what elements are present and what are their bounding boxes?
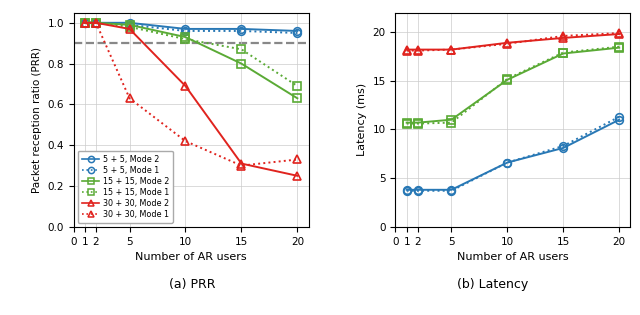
Legend: 5 + 5, Mode 2, 5 + 5, Mode 1, 15 + 15, Mode 2, 15 + 15, Mode 1, 30 + 30, Mode 2,: 5 + 5, Mode 2, 5 + 5, Mode 1, 15 + 15, M… bbox=[77, 151, 173, 223]
Y-axis label: Packet reception ratio (PRR): Packet reception ratio (PRR) bbox=[32, 47, 42, 193]
X-axis label: Number of AR users: Number of AR users bbox=[135, 252, 247, 262]
Y-axis label: Latency (ms): Latency (ms) bbox=[357, 83, 367, 156]
Text: (a) PRR: (a) PRR bbox=[169, 278, 215, 291]
Text: (b) Latency: (b) Latency bbox=[457, 278, 529, 291]
X-axis label: Number of AR users: Number of AR users bbox=[457, 252, 569, 262]
